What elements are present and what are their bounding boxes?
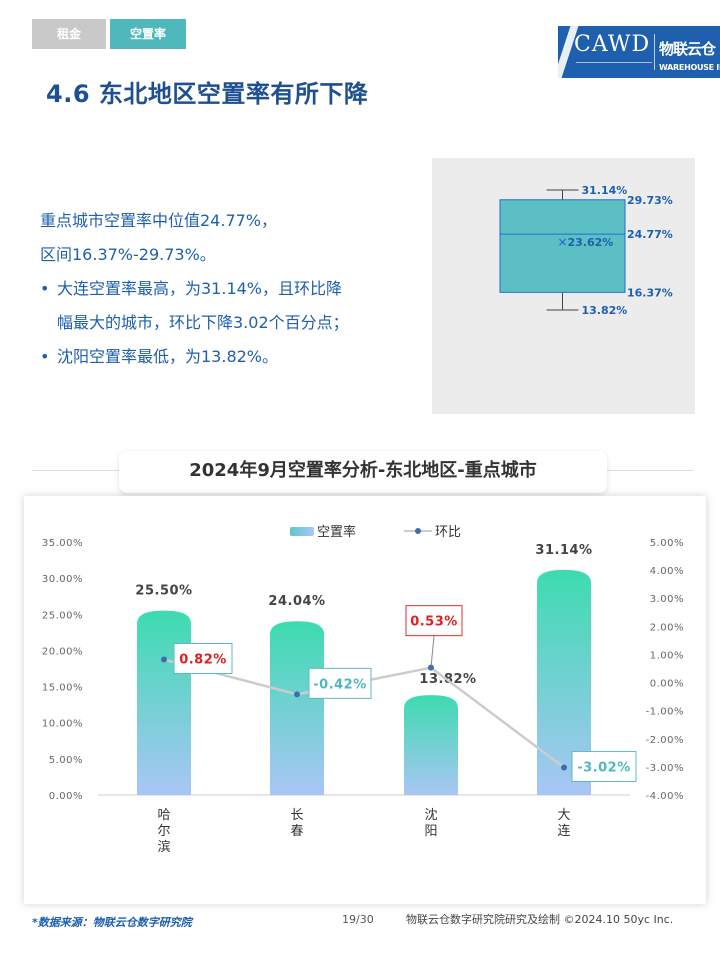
- logo-cn-text: 物联云仓: [659, 40, 716, 58]
- boxplot-median-label: 24.77%: [627, 228, 673, 241]
- right-axis-tick-label: 0.00%: [650, 679, 684, 690]
- boxplot-mean-marker: [559, 238, 566, 246]
- boxplot-q3-label: 29.73%: [627, 194, 673, 207]
- mom-value-label: 0.82%: [179, 653, 227, 668]
- left-axis-tick-label: 0.00%: [49, 791, 83, 802]
- left-axis-tick-label: 10.00%: [42, 719, 83, 730]
- mom-point: [428, 664, 434, 671]
- mom-callout-box: [173, 643, 233, 675]
- logo-underline: [576, 62, 652, 67]
- mom-point: [294, 691, 300, 698]
- left-axis-tick-label: 25.00%: [42, 610, 83, 621]
- right-axis-tick-label: -1.00%: [646, 707, 684, 718]
- bar-长春: [270, 621, 324, 795]
- x-category-label: 大: [557, 808, 570, 823]
- boxplot-chart: 31.14%29.73% 24.77% 23.62% 16.37% 13.82%: [499, 184, 673, 317]
- cawd-logo: CAWD 物联云仓 WAREHOUSE IN CLOUD: [558, 26, 720, 78]
- boxplot-min-label: 13.82%: [582, 304, 628, 317]
- logo-en-text: WAREHOUSE IN CLOUD: [659, 63, 720, 72]
- right-axis-tick-label: 3.00%: [650, 594, 684, 605]
- left-axis-tick-label: 5.00%: [49, 755, 83, 766]
- bar-value-label: 31.14%: [535, 543, 592, 558]
- right-axis-tick-label: 4.00%: [650, 566, 684, 577]
- page-title: 4.6 东北地区空置率有所下降: [46, 80, 369, 108]
- legend-line-point: [415, 528, 421, 534]
- bar-line-chart: 空置率 环比 0.00% 5.00% 10.00% 15.00% 20.00% 25.00% 3…: [42, 524, 684, 855]
- right-axis-tick-label: -2.00%: [646, 735, 684, 746]
- x-category-label: 阳: [424, 824, 437, 839]
- summary-line-2: 区间16.37%-29.73%。: [40, 245, 216, 264]
- boxplot-max-label: 31.14%: [582, 184, 628, 197]
- footer-credit: 物联云仓数字研究院研究及绘制 ©2024.10 50yc Inc.: [406, 913, 674, 926]
- mom-value-label: -3.02%: [577, 760, 631, 775]
- summary-text: 重点城市空置率中位值24.77%， 区间16.37%-29.73%。 大连空置率…: [40, 204, 420, 374]
- bar-line-chart-card: 空置率 环比 0.00% 5.00% 10.00% 15.00% 20.00% 25.00% 3…: [24, 496, 706, 904]
- mom-callout-box: [571, 750, 637, 782]
- mom-value-label: -0.42%: [313, 677, 367, 692]
- x-category-label: 沈: [424, 808, 437, 823]
- left-axis-tick-label: 30.00%: [42, 574, 83, 585]
- summary-bullet-1: 大连空置率最高，为31.14%，且环比降: [40, 272, 420, 306]
- boxplot-box: [499, 199, 626, 293]
- legend-line-label: 环比: [435, 525, 461, 540]
- boxplot-mean-label: 23.62%: [568, 236, 614, 249]
- boxplot-panel: 31.14% 29.73% 24.77% 23.62% 16.37% 13.82%: [432, 158, 695, 414]
- summary-bullet-1-cont: 幅最大的城市，环比下降3.02个百分点；: [57, 313, 349, 332]
- mom-value-label: 0.53%: [410, 615, 458, 630]
- bar-沈阳: [404, 695, 458, 795]
- x-category-label: 春: [290, 824, 303, 839]
- legend-bar-label: 空置率: [317, 524, 356, 540]
- logo-divider: [654, 34, 655, 70]
- bar-大连: [537, 569, 591, 795]
- mom-point: [161, 656, 167, 663]
- bar-value-label: 24.04%: [268, 594, 325, 609]
- tab-rent[interactable]: 租金: [32, 19, 106, 49]
- x-category-label: 连: [557, 823, 570, 839]
- left-axis-tick-label: 35.00%: [42, 538, 83, 549]
- callout-leader: [430, 635, 435, 668]
- x-category-label: 哈: [157, 808, 170, 823]
- mom-callout-box: [308, 667, 372, 699]
- summary-line-1: 重点城市空置率中位值24.77%，: [40, 211, 278, 230]
- mom-point: [561, 764, 567, 771]
- right-axis-tick-label: -3.00%: [646, 763, 684, 774]
- right-axis-tick-label: 2.00%: [650, 622, 684, 633]
- x-category-label: 尔: [157, 824, 170, 839]
- data-source: *数据来源：物联云仓数字研究院: [32, 916, 192, 929]
- left-axis-tick-label: 20.00%: [42, 646, 83, 657]
- boxplot-q1-label: 16.37%: [627, 286, 673, 299]
- right-axis-tick-label: 1.00%: [650, 650, 684, 661]
- bar-哈尔滨: [137, 610, 191, 795]
- legend-bar-swatch: [290, 527, 314, 536]
- summary-bullet-2: 沈阳空置率最低，为13.82%。: [40, 340, 420, 374]
- right-axis-tick-label: -4.00%: [646, 791, 684, 802]
- x-category-label: 长: [290, 808, 303, 823]
- right-axis-tick-label: 5.00%: [650, 538, 684, 549]
- left-axis-tick-label: 15.00%: [42, 683, 83, 694]
- chart-title: 2024年9月空置率分析-东北地区-重点城市: [119, 451, 607, 493]
- x-category-label: 滨: [157, 839, 170, 855]
- page-number: 19/30: [342, 913, 374, 926]
- tab-vacancy[interactable]: 空置率: [110, 19, 186, 49]
- logo-mark: CAWD: [574, 32, 651, 57]
- bar-value-label: 25.50%: [135, 584, 192, 599]
- mom-callout-box: [405, 605, 463, 637]
